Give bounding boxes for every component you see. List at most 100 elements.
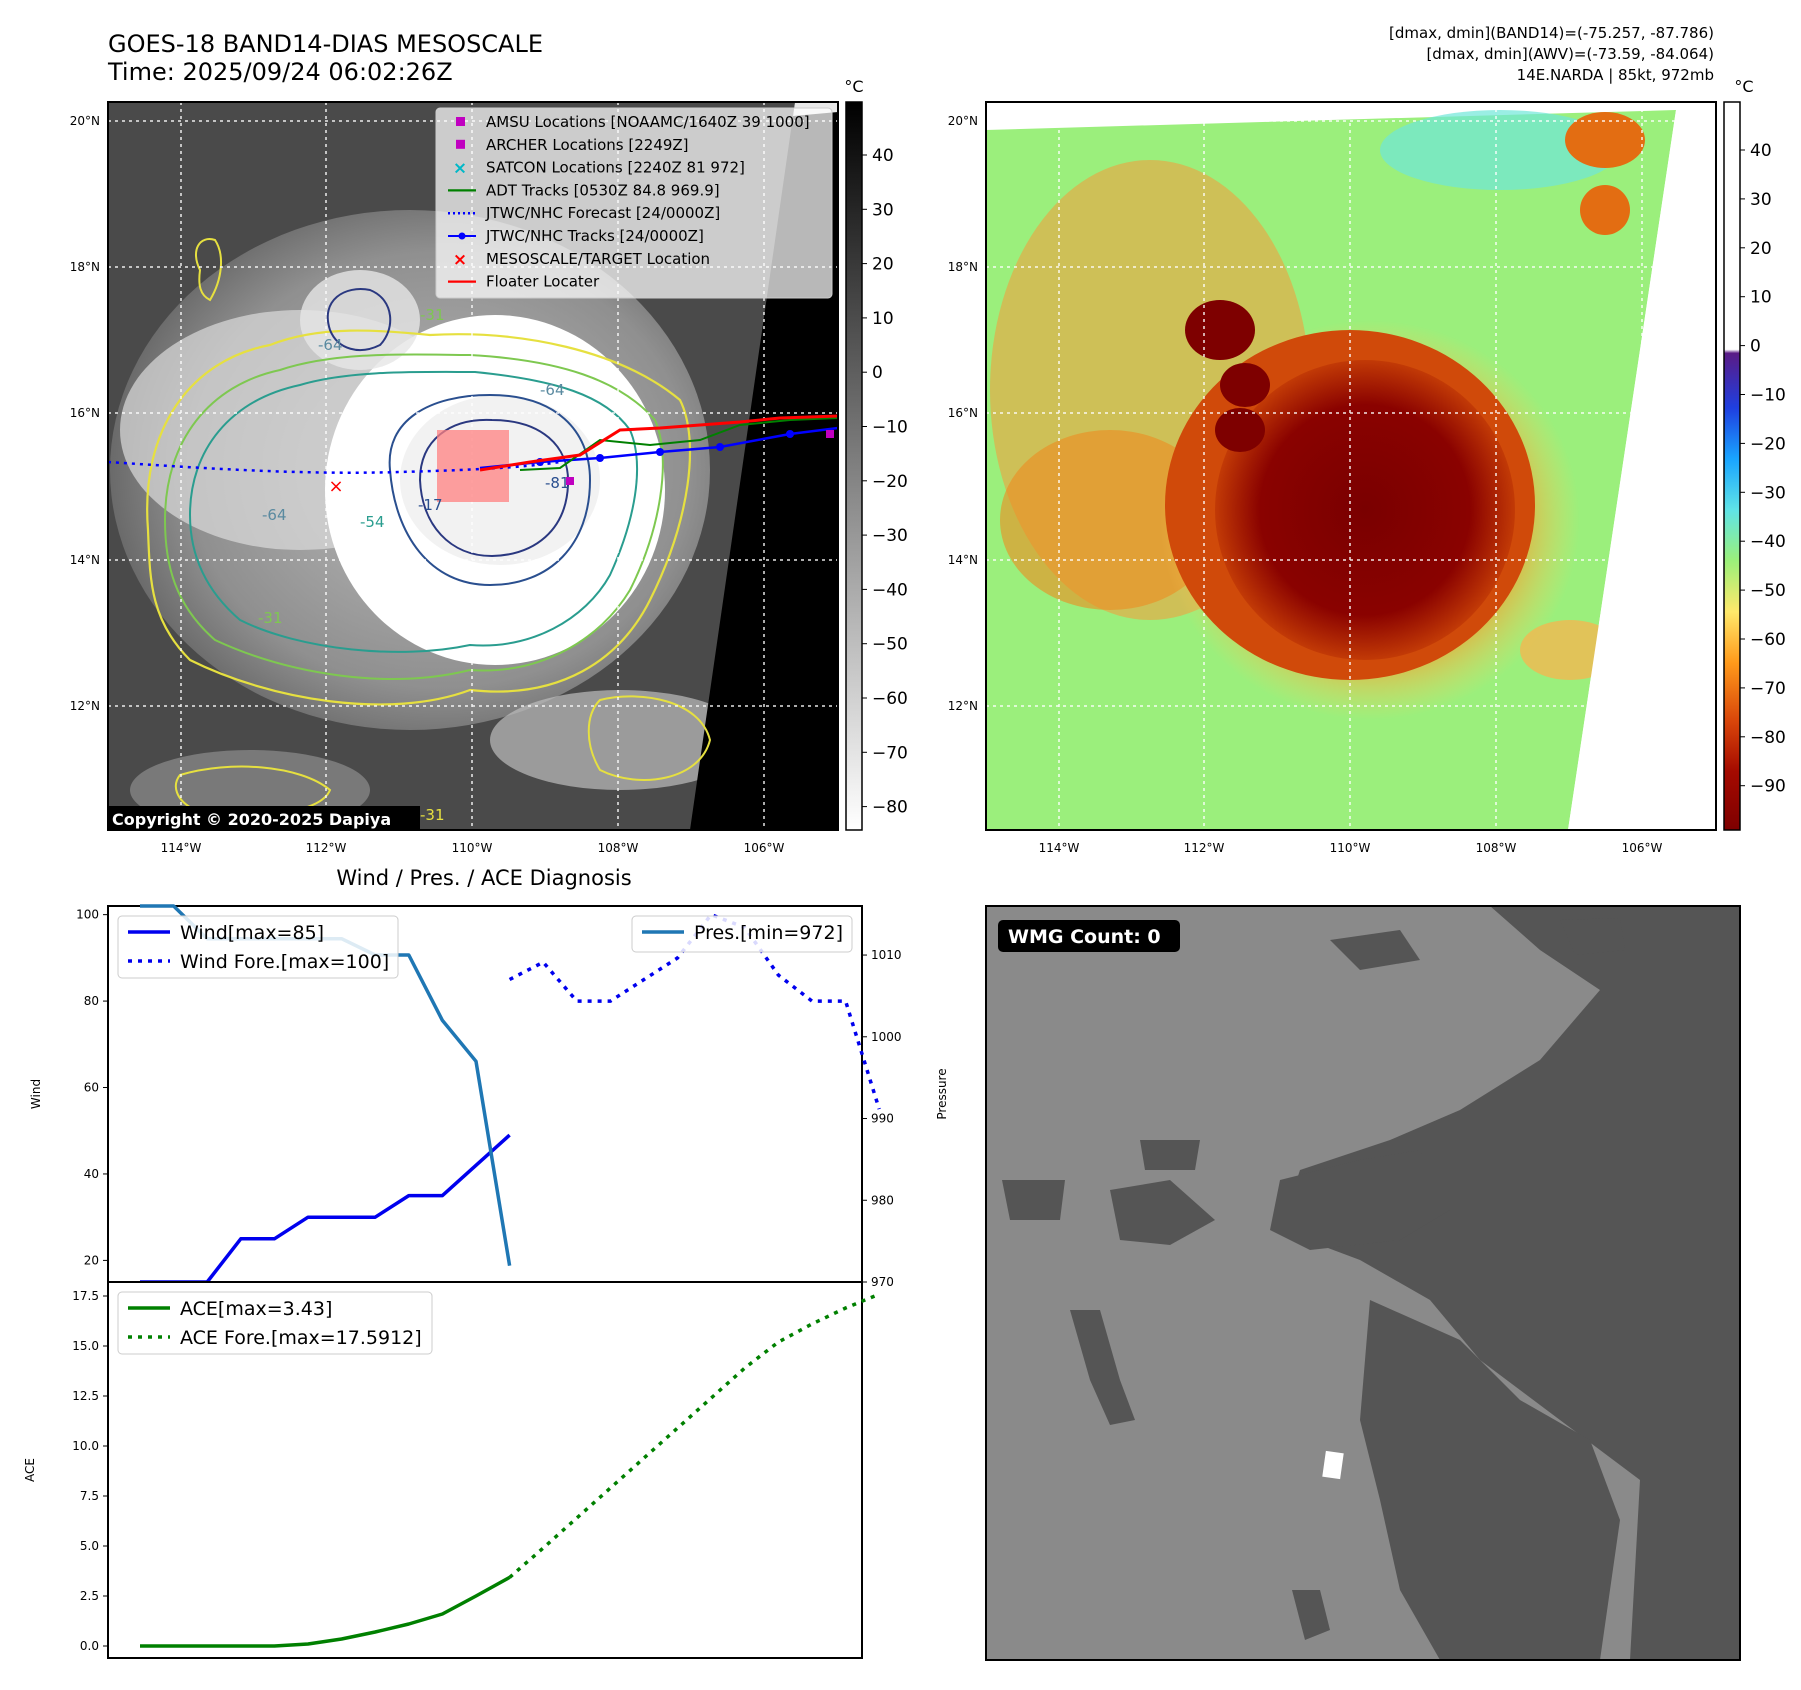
lon-tick: 112°W	[1184, 841, 1225, 855]
legend-label: ARCHER Locations [2249Z]	[486, 136, 689, 154]
map-legend-item: ADT Tracks [0530Z 84.8 969.9]	[448, 181, 720, 199]
pressure-legend: Pres.[min=972]	[631, 915, 853, 953]
colorbar-tick-label: 30	[872, 200, 894, 220]
legend-label: MESOSCALE/TARGET Location	[486, 250, 710, 268]
colorbar-tick-label: −30	[1750, 483, 1786, 503]
series-line-ace-0	[140, 1575, 511, 1648]
ace-axis-label: ACE	[23, 1458, 37, 1482]
axis-tick-label: 980	[871, 1193, 894, 1207]
axis-tick-label: 5.0	[80, 1539, 99, 1553]
info-line3: 14E.NARDA | 85kt, 972mb	[1517, 66, 1714, 84]
axis-tick-label: 1000	[871, 1030, 902, 1044]
map-legend-item: JTWC/NHC Forecast [24/0000Z]	[448, 204, 720, 222]
contour-label: -31	[420, 806, 445, 824]
pressure-axis-label: Pressure	[935, 1068, 949, 1119]
legend-ace-forecast: ACE Fore.[max=17.5912]	[180, 1327, 422, 1349]
legend-label: JTWC/NHC Tracks [24/0000Z]	[485, 227, 704, 245]
lon-tick: 106°W	[744, 841, 785, 855]
colorbar-tick-label: 40	[872, 146, 894, 166]
colorbar-tick-label: 30	[1750, 190, 1772, 210]
lat-tick: 14°N	[948, 553, 978, 567]
colorbar-tick-label: −10	[1750, 386, 1786, 406]
ace-legend: ACE[max=3.43] ACE Fore.[max=17.5912]	[117, 1291, 433, 1355]
lat-tick: 18°N	[70, 260, 100, 274]
ir-map-panel: × -31 -64 -17 -81 -64 -54 -31 -64 -31 Co…	[70, 101, 839, 855]
colorbar-tick-label: −90	[1750, 777, 1786, 797]
colorbar-tick-label: −20	[872, 472, 908, 492]
lon-tick: 110°W	[1330, 841, 1371, 855]
colorbar-tick-label: −30	[872, 526, 908, 546]
lon-tick: 112°W	[306, 841, 347, 855]
wmg-count-badge: WMG Count: 0	[1008, 926, 1161, 948]
wind-axis-label: Wind	[29, 1079, 43, 1109]
colorbar-tick-label: −60	[872, 689, 908, 709]
colorbar-tick-label: 40	[1750, 141, 1772, 161]
colorbar-tick-label: −80	[1750, 728, 1786, 748]
legend-wind-forecast: Wind Fore.[max=100]	[180, 951, 389, 973]
legend-label: JTWC/NHC Forecast [24/0000Z]	[485, 204, 720, 222]
axis-tick-label: 10.0	[72, 1439, 99, 1453]
axis-tick-label: 60	[84, 1081, 99, 1095]
legend-dot	[458, 232, 466, 240]
lat-tick: 18°N	[948, 260, 978, 274]
map-legend-item: ARCHER Locations [2249Z]	[456, 136, 689, 154]
colorbar-tick-label: −80	[872, 798, 908, 818]
gray-colorbar-unit: °C	[844, 77, 863, 96]
contour-label: -17	[418, 496, 443, 514]
contour-label: -81	[545, 474, 570, 492]
axis-tick-label: 990	[871, 1112, 894, 1126]
axis-tick-label: 20	[84, 1253, 99, 1267]
wind-legend: Wind[max=85] Wind Fore.[max=100]	[117, 915, 399, 979]
contour-label: -64	[262, 506, 287, 524]
amsu-marker	[826, 430, 834, 438]
axis-tick-label: 0.0	[80, 1639, 99, 1653]
archer-marker	[566, 477, 574, 485]
colorbar-tick-label: −70	[1750, 679, 1786, 699]
colorbar-tick-label: −70	[872, 743, 908, 763]
lat-tick: 16°N	[948, 406, 978, 420]
legend-label: Floater Locater	[486, 273, 600, 291]
lon-tick: 108°W	[598, 841, 639, 855]
axis-tick-label: 17.5	[72, 1289, 99, 1303]
lat-tick: 20°N	[948, 114, 978, 128]
contour-label: -64	[318, 336, 343, 354]
legend-x-marker: ×	[453, 159, 467, 179]
figure-title-line2: Time: 2025/09/24 06:02:26Z	[107, 58, 453, 86]
colorbar-tick-label: 20	[1750, 239, 1772, 259]
legend-label: ADT Tracks [0530Z 84.8 969.9]	[486, 181, 720, 199]
contour-label: -64	[540, 381, 565, 399]
lon-tick: 114°W	[1039, 841, 1080, 855]
axis-tick-label: 80	[84, 994, 99, 1008]
map-legend-item: × SATCON Locations [2240Z 81 972]	[453, 159, 745, 179]
map-legend: AMSU Locations [NOAAMC/1640Z 39 1000] ARC…	[435, 107, 833, 299]
legend-square-marker	[456, 139, 465, 149]
legend-square-marker	[456, 117, 465, 126]
colorbar-tick-label: −40	[1750, 532, 1786, 552]
copyright-text: Copyright © 2020-2025 Dapiya	[112, 810, 391, 829]
adt-track	[519, 417, 838, 471]
wmg-hotspot	[1322, 1450, 1344, 1480]
legend-label: SATCON Locations [2240Z 81 972]	[486, 159, 745, 177]
colorbar-tick-label: 10	[1750, 288, 1772, 308]
gray-colorbar: °C 40 30 20 10 0 −10 −20 −30 −40 −50 −60 −70 −80	[844, 77, 908, 831]
color-colorbar-unit: °C	[1734, 77, 1753, 96]
color-colorbar: °C 40 30 20 10 0 −10 −20 −30 −40 −50 −60 −70 −80 −90	[1723, 77, 1786, 831]
colorbar-tick-label: 0	[1750, 337, 1761, 357]
wmg-panel: WMG Count: 0	[985, 905, 1741, 1661]
lat-tick: 16°N	[70, 406, 100, 420]
axis-tick-label: 40	[84, 1167, 99, 1181]
colorbar-tick-label: 0	[872, 363, 883, 383]
figure-title-line1: GOES-18 BAND14-DIAS MESOSCALE	[108, 30, 543, 58]
legend-ace: ACE[max=3.43]	[180, 1298, 332, 1320]
floater-track	[479, 414, 838, 472]
colorbar-tick-label: −40	[872, 580, 908, 600]
lon-tick: 114°W	[161, 841, 202, 855]
axis-tick-label: 1010	[871, 948, 902, 962]
colorbar-tick-label: 10	[872, 309, 894, 329]
legend-wind: Wind[max=85]	[180, 922, 324, 944]
info-line1: [dmax, dmin](BAND14)=(-75.257, -87.786)	[1389, 24, 1714, 42]
axis-tick-label: 2.5	[80, 1589, 99, 1603]
map-legend-item: × MESOSCALE/TARGET Location	[453, 250, 710, 270]
wind-pressure-chart: Wind / Pres. / ACE Diagnosis Wind Pressu…	[29, 866, 949, 1289]
